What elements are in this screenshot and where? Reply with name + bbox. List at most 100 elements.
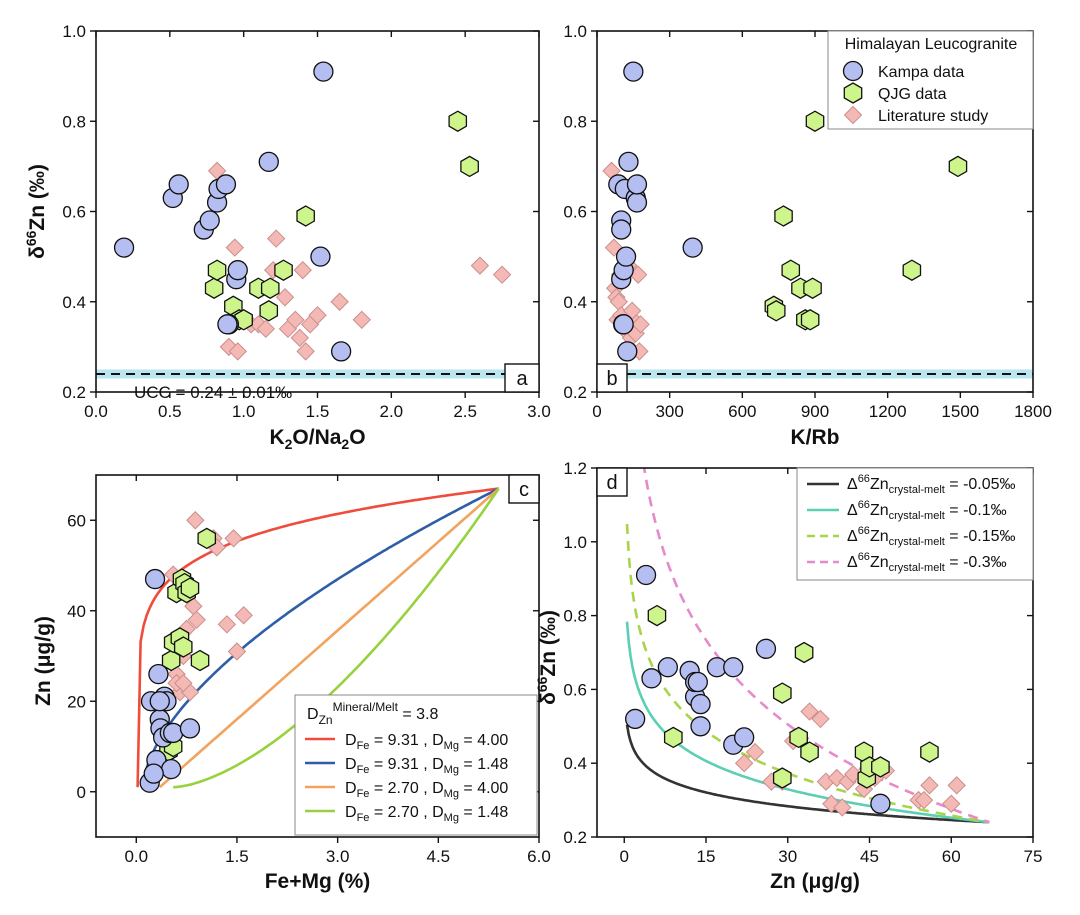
partition-curve: [173, 487, 500, 789]
data-point-circle: [199, 210, 220, 231]
panel-letter: a: [516, 368, 528, 390]
y-axis-label: δ66Zn (‰): [23, 164, 49, 259]
data-point-hexagon: [948, 155, 968, 178]
y-tick-label: 1.0: [62, 22, 86, 41]
panel-letter: b: [606, 368, 617, 390]
partition-curve: [158, 487, 500, 789]
data-point-hexagon: [766, 300, 786, 322]
panel-d: 0 15 30 45 60 75 0.2 0.4 0.6 0.8 1.0 1.2 d Zn (μg/g) δ…: [534, 459, 1043, 893]
panel-letter: d: [606, 472, 617, 494]
fractionation-curve: [625, 523, 990, 824]
data-point-diamond: [745, 742, 765, 762]
data-point-diamond: [352, 310, 372, 330]
x-tick-label: 300: [655, 402, 683, 421]
panel-letter: c: [519, 479, 529, 501]
x-axis-label: K2O/Na2O: [269, 426, 365, 452]
data-point-diamond: [266, 229, 286, 248]
data-point-circle: [690, 716, 711, 737]
data-point-circle: [641, 668, 662, 689]
data-point-circle: [161, 758, 182, 780]
data-point-hexagon: [663, 726, 683, 749]
x-tick-label: 3.0: [527, 402, 551, 421]
x-tick-label: 0.0: [84, 402, 108, 421]
legend-title: DZnMineral/Melt = 3.8: [307, 700, 439, 727]
data-point-circle: [613, 314, 634, 335]
x-tick-label: 60: [942, 847, 961, 866]
data-point-circle: [168, 174, 189, 195]
data-point-hexagon: [871, 756, 890, 778]
data-point-diamond: [920, 776, 939, 795]
data-point-hexagon: [207, 259, 227, 281]
data-point-circle: [143, 763, 164, 784]
x-tick-label: 0.5: [158, 402, 182, 421]
legend-label: Δ66Zncrystal-melt = -0.05‰: [847, 473, 1016, 496]
x-tick-label: 1200: [869, 402, 907, 421]
legend-label: DFe = 2.70 , DMg = 4.00: [345, 780, 508, 800]
x-tick-label: 1.5: [306, 402, 330, 421]
legend-label: Literature study: [878, 108, 988, 125]
data-point-diamond: [947, 776, 966, 795]
data-point-hexagon: [805, 110, 825, 132]
x-tick-label: 2.5: [453, 402, 477, 421]
y-tick-label: 0.4: [563, 754, 587, 773]
data-point-hexagon: [902, 259, 922, 281]
data-point-diamond: [942, 794, 961, 813]
data-point-diamond: [293, 260, 312, 280]
legend-marker-diamond: [843, 105, 863, 125]
panel-c: 0.0 1.5 3.0 4.5 6.0 0 20 40 60 c Fe+Mg (%) Zn (μg/g…: [32, 474, 551, 893]
legend-label: Kampa data: [878, 64, 964, 81]
y-tick-label: 20: [67, 692, 86, 711]
x-tick-label: 2.0: [380, 402, 404, 421]
x-tick-label: 1.5: [225, 847, 249, 866]
legend-label: Δ66Zncrystal-melt = -0.15‰: [847, 525, 1016, 548]
data-point-circle: [734, 727, 755, 748]
y-tick-label: 0.8: [62, 112, 86, 131]
data-point-circle: [682, 237, 703, 258]
x-tick-label: 0.0: [124, 847, 148, 866]
data-point-diamond: [492, 265, 512, 284]
x-tick-label: 4.5: [426, 847, 450, 866]
ucc-label: UCC = 0.24 ± 0.01‰: [134, 383, 292, 402]
x-tick-label: 75: [1024, 847, 1043, 866]
data-point-circle: [623, 61, 644, 82]
data-point-diamond: [225, 238, 245, 257]
data-point-circle: [626, 174, 648, 195]
plot-area: [597, 61, 1033, 379]
data-point-circle: [330, 341, 352, 362]
data-point-circle: [313, 61, 334, 82]
data-point-circle: [144, 568, 166, 590]
x-tick-label: 3.0: [326, 847, 350, 866]
panel-letter-box: [596, 467, 628, 497]
data-point-diamond: [217, 615, 237, 634]
legend-label: DFe = 9.31 , DMg = 1.48: [345, 756, 508, 776]
data-point-circle: [310, 246, 331, 267]
panel-letter-box: [596, 363, 628, 393]
data-point-diamond: [227, 642, 247, 661]
data-point-diamond: [308, 306, 327, 325]
data-point-hexagon: [190, 649, 210, 672]
data-point-diamond: [800, 702, 819, 721]
data-point-hexagon: [920, 741, 939, 763]
data-point-circle: [618, 151, 639, 173]
data-point-hexagon: [800, 741, 819, 763]
x-tick-label: 0: [592, 402, 601, 421]
y-tick-label: 60: [67, 511, 86, 530]
legend: DZnMineral/Melt = 3.8 DFe = 9.31 , DMg = …: [294, 694, 538, 836]
data-point-diamond: [234, 606, 253, 625]
panel-b: 0 300 600 900 1200 1500 1800 0.2 0.4 0.6 0.8 1.0 b K/…: [563, 22, 1052, 449]
data-point-hexagon: [800, 309, 820, 331]
x-tick-label: 900: [801, 402, 829, 421]
data-point-diamond: [187, 610, 206, 630]
y-tick-label: 0.2: [563, 383, 587, 402]
data-point-hexagon: [173, 636, 193, 658]
data-point-hexagon: [448, 110, 468, 132]
data-point-diamond: [330, 292, 349, 311]
data-point-circle: [179, 718, 201, 739]
legend-label: Δ66Zncrystal-melt = -0.1‰: [847, 499, 1007, 522]
plot-area: [96, 61, 539, 379]
y-tick-label: 0.4: [62, 293, 86, 312]
data-point-diamond: [174, 673, 193, 693]
x-axis-label: Zn (μg/g): [770, 870, 860, 893]
data-point-diamond: [290, 328, 309, 348]
data-point-hexagon: [296, 205, 315, 227]
